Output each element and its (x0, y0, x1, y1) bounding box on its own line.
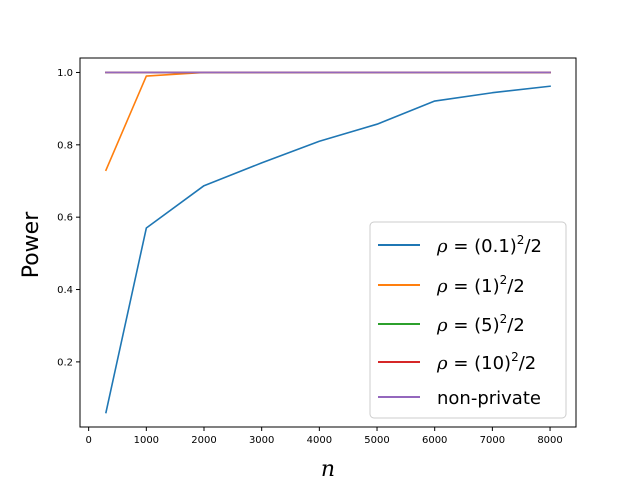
legend: ρ = (0.1)2/2 ρ = (1)2/2 ρ = (5)2/2 ρ = (10)… (369, 221, 567, 419)
legend-label-5: non-private (437, 388, 541, 409)
series-line-1 (104, 85, 551, 414)
x-axis-title: n (321, 457, 335, 480)
x-axis-ticks: 0 1000 2000 3000 4000 5000 6000 7000 8000 (85, 427, 563, 446)
legend-label-2: ρ = (1)2/2 (436, 273, 525, 297)
y-axis-title: Power (19, 211, 44, 278)
x-tick-label: 3000 (249, 435, 274, 446)
y-tick-label: 0.8 (57, 140, 73, 151)
x-tick-label: 8000 (537, 435, 562, 446)
x-tick-label: 0 (85, 435, 91, 446)
x-tick-label: 1000 (134, 435, 159, 446)
legend-label-4: ρ = (10)2/2 (436, 350, 536, 374)
y-tick-label: 0.2 (57, 357, 73, 368)
y-tick-label: 1.0 (57, 68, 73, 79)
x-tick-label: 2000 (191, 435, 216, 446)
legend-box (369, 221, 567, 419)
x-tick-label: 5000 (364, 435, 389, 446)
y-axis-ticks: 0.2 0.4 0.6 0.8 1.0 (57, 68, 80, 368)
x-tick-label: 4000 (307, 435, 332, 446)
series-layer (104, 71, 551, 414)
x-tick-label: 7000 (480, 435, 505, 446)
y-tick-label: 0.6 (57, 213, 73, 224)
y-tick-label: 0.4 (57, 285, 73, 296)
legend-label-3: ρ = (5)2/2 (436, 312, 525, 336)
x-tick-label: 6000 (422, 435, 447, 446)
plot-frame (79, 57, 577, 428)
legend-label-1: ρ = (0.1)2/2 (436, 233, 542, 257)
